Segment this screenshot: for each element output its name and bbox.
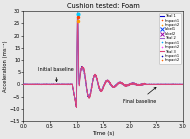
Y-axis label: Acceleration (ms⁻²): Acceleration (ms⁻²) [3, 40, 9, 92]
Text: Final baseline: Final baseline [123, 87, 156, 104]
Legend: Trial 1, Impact1, Impact2, label1, label2, Trial 2, Impact1, Impact2, Trial 3, I: Trial 1, Impact1, Impact2, label1, label… [159, 13, 181, 64]
Title: Cushion tested: Foam: Cushion tested: Foam [67, 3, 139, 9]
Text: Initial baseline: Initial baseline [38, 67, 74, 82]
X-axis label: Time (s): Time (s) [92, 131, 114, 136]
